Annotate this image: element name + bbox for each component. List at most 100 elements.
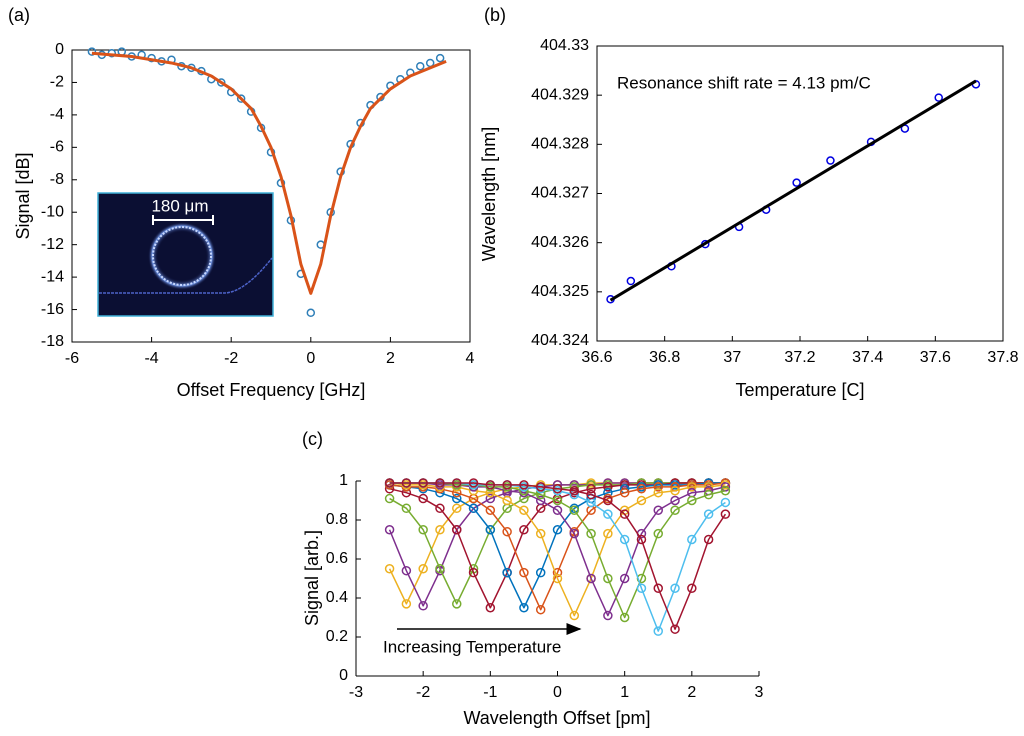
marker	[619, 534, 630, 545]
marker	[569, 610, 580, 621]
marker	[418, 525, 428, 535]
x-tick-label: 37.8	[987, 349, 1018, 366]
marker	[626, 276, 636, 286]
y-tick-label: 0.8	[326, 511, 348, 528]
marker	[435, 525, 445, 535]
y-tick-label: -6	[50, 139, 64, 156]
marker	[485, 493, 496, 504]
marker	[552, 495, 563, 506]
marker	[653, 528, 663, 539]
y-tick-label: -10	[41, 203, 64, 220]
x-tick-label: 1	[620, 684, 629, 701]
marker	[452, 493, 462, 504]
marker	[519, 567, 529, 578]
marker	[519, 603, 529, 613]
x-tick-label: -1	[483, 684, 497, 701]
inset-image: 180 μm	[97, 192, 274, 317]
marker	[586, 489, 596, 500]
marker	[720, 509, 731, 519]
x-tick-label: 0	[553, 684, 562, 701]
series-line	[389, 482, 726, 609]
panel-label: (c)	[302, 429, 323, 449]
marker	[502, 495, 512, 506]
marker	[418, 601, 428, 611]
marker	[670, 624, 680, 634]
marker	[485, 525, 496, 535]
marker	[552, 505, 563, 515]
y-tick-label: 0.4	[326, 589, 348, 606]
marker	[720, 486, 731, 496]
x-axis-label: Wavelength Offset [pm]	[463, 708, 650, 728]
marker	[720, 497, 731, 508]
x-tick-label: -2	[416, 684, 430, 701]
marker	[552, 525, 563, 535]
y-tick-label: 404.329	[531, 86, 589, 103]
y-tick-label: -18	[41, 333, 64, 350]
x-axis-label: Temperature [C]	[735, 380, 864, 400]
marker	[636, 495, 647, 506]
y-tick-label: -12	[41, 236, 64, 253]
marker	[502, 567, 512, 578]
marker	[416, 61, 425, 71]
y-axis-label: Wavelength [nm]	[479, 127, 499, 261]
x-tick-label: 37.4	[852, 349, 883, 366]
marker	[603, 495, 613, 506]
marker	[687, 534, 697, 545]
marker	[535, 604, 546, 615]
marker	[703, 489, 714, 500]
annotation: Increasing Temperature	[383, 637, 561, 656]
marker	[535, 567, 546, 578]
panel-label: (a)	[8, 5, 30, 25]
marker	[485, 505, 496, 515]
x-tick-label: -4	[144, 350, 158, 367]
marker	[603, 509, 613, 519]
marker	[452, 503, 462, 514]
marker	[619, 612, 630, 623]
marker	[452, 525, 462, 535]
marker	[603, 528, 613, 539]
y-tick-label: 0	[339, 667, 348, 684]
marker	[435, 503, 445, 514]
marker	[468, 567, 479, 578]
x-tick-label: 37.6	[920, 349, 951, 366]
marker	[217, 78, 226, 87]
y-axis-label: Signal [dB]	[13, 152, 33, 239]
x-tick-label: -6	[65, 350, 79, 367]
marker	[435, 53, 445, 63]
y-axis-label: Signal [arb.]	[302, 530, 322, 626]
marker	[619, 573, 630, 584]
x-tick-label: -2	[224, 350, 238, 367]
marker	[603, 573, 613, 584]
marker	[401, 503, 412, 514]
x-tick-label: -3	[349, 684, 363, 701]
marker	[519, 525, 529, 535]
x-tick-label: 2	[386, 350, 395, 367]
marker	[653, 583, 663, 593]
marker	[826, 156, 835, 165]
series-line	[389, 482, 726, 609]
y-tick-label: 0	[55, 41, 64, 58]
marker	[703, 509, 714, 519]
x-tick-label: 2	[687, 684, 696, 701]
fit-line	[91, 51, 447, 295]
marker	[687, 583, 697, 593]
marker	[653, 505, 663, 515]
y-tick-label: 404.326	[531, 234, 589, 251]
y-tick-label: 1	[339, 472, 348, 489]
y-tick-label: -8	[50, 171, 64, 188]
marker	[934, 93, 943, 102]
marker	[535, 495, 546, 506]
marker	[569, 505, 580, 515]
x-tick-label: 37.2	[784, 349, 815, 366]
x-tick-label: 36.6	[581, 349, 612, 366]
marker	[636, 534, 647, 545]
y-tick-label: 404.327	[531, 185, 589, 202]
x-tick-label: 3	[755, 684, 764, 701]
marker	[687, 495, 697, 506]
annotation: Resonance shift rate = 4.13 pm/C	[617, 73, 871, 92]
y-tick-label: -4	[50, 106, 64, 123]
marker	[306, 308, 316, 318]
marker	[569, 528, 580, 539]
y-tick-label: 404.325	[531, 283, 589, 300]
